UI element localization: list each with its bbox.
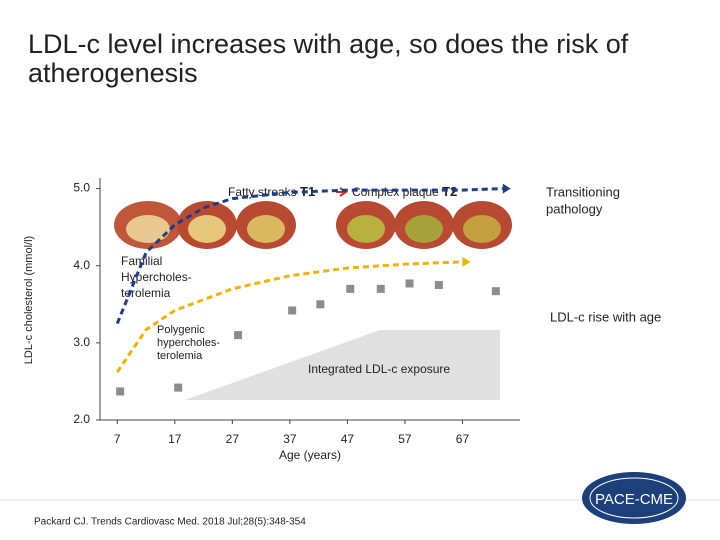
arrow-head <box>462 256 471 267</box>
exposure-area <box>185 330 500 400</box>
annotations: Transitioning pathology Familial Hyperchole… <box>121 184 620 361</box>
annotation: Familial <box>121 254 162 268</box>
point <box>405 279 414 288</box>
y-tick-label: 2.0 <box>73 412 90 426</box>
annotation: pathology <box>546 201 603 216</box>
artery-images <box>114 201 512 249</box>
point <box>234 331 243 340</box>
annotation: LDL-c rise with age <box>550 309 661 324</box>
arrow-head <box>502 183 511 194</box>
annotation: T2 <box>442 184 457 199</box>
point <box>316 300 325 309</box>
annotation: hypercholes- <box>157 337 220 349</box>
annotation: terolemia <box>121 286 171 300</box>
point <box>116 387 125 396</box>
x-tick-label: 27 <box>226 432 240 446</box>
y-tick-label: 3.0 <box>73 335 90 349</box>
logo <box>582 472 686 524</box>
annotation: Transitioning <box>546 184 620 199</box>
point <box>288 306 297 315</box>
point <box>376 284 385 293</box>
annotation: terolemia <box>157 350 203 362</box>
annotation: Complex plaque <box>352 185 439 199</box>
x-tick-label: 7 <box>114 432 121 446</box>
series-line <box>116 260 463 374</box>
annotation: Fatty streaks <box>228 185 297 199</box>
annotation: Integrated LDL-c exposure <box>308 362 450 376</box>
logo-ring <box>589 477 679 519</box>
point <box>434 281 443 289</box>
series-line <box>115 187 503 325</box>
point <box>346 284 355 293</box>
annotation: Complex plaque T2 <box>352 184 457 199</box>
x-tick-label: 67 <box>456 432 470 446</box>
citation: Packard CJ. Trends Cardiovasc Med. 2018 … <box>34 517 306 528</box>
logo-text: PACE-CME <box>595 491 673 508</box>
y-tick-label: 5.0 <box>73 181 90 195</box>
x-axis-label: Age (years) <box>279 448 341 462</box>
x-tick-label: 37 <box>283 432 297 446</box>
annotation: Hypercholes- <box>121 270 192 284</box>
point <box>491 287 500 296</box>
annotation: Polygenic <box>157 324 205 336</box>
x-tick-label: 17 <box>168 432 182 446</box>
x-tick-label: 47 <box>341 432 355 446</box>
y-axis-label: LDL-c cholesterol (mmol/l) <box>23 236 35 364</box>
slide-title: LDL-c level increases with age, so does … <box>28 29 629 88</box>
x-tick-label: 57 <box>398 432 412 446</box>
point <box>174 383 183 392</box>
y-tick-label: 4.0 <box>73 258 90 272</box>
